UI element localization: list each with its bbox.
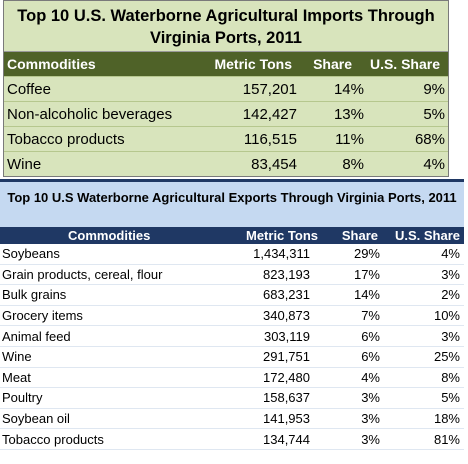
- exports-cell-share: 6%: [361, 349, 380, 365]
- imports-cell-share: 8%: [342, 155, 364, 173]
- exports-row: Soybeans 1,434,311 29% 4%: [0, 244, 464, 265]
- exports-cell-metric-tons: 291,751: [263, 349, 310, 365]
- exports-cell-commodity: Tobacco products: [2, 431, 104, 447]
- exports-cell-commodity: Grocery items: [2, 308, 83, 324]
- imports-row: Coffee 157,201 14% 9%: [4, 76, 448, 101]
- exports-header-commodities: Commodities: [68, 228, 151, 243]
- imports-cell-metric-tons: 116,515: [243, 130, 297, 148]
- exports-body: Soybeans 1,434,311 29% 4% Grain products, ce…: [0, 244, 464, 450]
- exports-cell-us-share: 18%: [433, 411, 460, 427]
- exports-row: Grocery items 340,873 7% 10%: [0, 306, 464, 327]
- imports-header-commodities: Commodities: [7, 56, 96, 72]
- exports-cell-share: 17%: [353, 266, 380, 282]
- exports-cell-us-share: 8%: [441, 369, 460, 385]
- imports-cell-commodity: Non-alcoholic beverages: [7, 105, 173, 123]
- exports-cell-metric-tons: 303,119: [263, 328, 310, 344]
- exports-header-row: Commodities Metric Tons Share U.S. Share: [0, 227, 464, 244]
- exports-cell-metric-tons: 823,193: [263, 266, 310, 282]
- imports-cell-commodity: Tobacco products: [7, 130, 125, 148]
- imports-table: Top 10 U.S. Waterborne Agricultural Impo…: [3, 0, 449, 177]
- exports-header-share: Share: [341, 228, 378, 243]
- exports-row: Grain products, cereal, flour 823,193 17% 3…: [0, 265, 464, 286]
- imports-row: Wine 83,454 8% 4%: [4, 151, 448, 176]
- imports-header-us-share: U.S. Share: [369, 56, 440, 72]
- exports-cell-metric-tons: 134,744: [263, 431, 310, 447]
- exports-cell-share: 7%: [361, 308, 380, 324]
- imports-cell-us-share: 5%: [423, 105, 445, 123]
- exports-cell-us-share: 5%: [441, 390, 460, 406]
- exports-cell-share: 3%: [361, 431, 380, 447]
- imports-row: Tobacco products 116,515 11% 68%: [4, 126, 448, 151]
- exports-row: Meat 172,480 4% 8%: [0, 368, 464, 389]
- exports-title: Top 10 U.S Waterborne Agricultural Expor…: [0, 179, 464, 227]
- imports-row: Non-alcoholic beverages 142,427 13% 5%: [4, 101, 448, 126]
- imports-header-metric-tons: Metric Tons: [214, 56, 292, 72]
- exports-cell-commodity: Soybeans: [2, 246, 60, 262]
- imports-cell-commodity: Coffee: [7, 80, 51, 98]
- exports-cell-commodity: Grain products, cereal, flour: [2, 266, 163, 282]
- exports-cell-metric-tons: 141,953: [263, 411, 310, 427]
- exports-cell-share: 4%: [361, 369, 380, 385]
- exports-cell-commodity: Wine: [2, 349, 32, 365]
- imports-cell-commodity: Wine: [7, 155, 42, 173]
- imports-cell-share: 11%: [335, 130, 364, 148]
- imports-cell-us-share: 9%: [423, 80, 445, 98]
- exports-row: Wine 291,751 6% 25%: [0, 347, 464, 368]
- exports-cell-commodity: Poultry: [2, 390, 43, 406]
- exports-cell-us-share: 4%: [441, 246, 460, 262]
- exports-row: Poultry 158,637 3% 5%: [0, 388, 464, 409]
- exports-cell-share: 29%: [353, 246, 380, 262]
- exports-cell-metric-tons: 158,637: [263, 390, 310, 406]
- imports-body: Coffee 157,201 14% 9% Non-alcoholic beverage…: [4, 76, 448, 176]
- exports-cell-us-share: 10%: [433, 308, 460, 324]
- imports-cell-us-share: 68%: [414, 130, 445, 148]
- exports-table: Top 10 U.S Waterborne Agricultural Expor…: [0, 179, 464, 461]
- exports-row: Soybean oil 141,953 3% 18%: [0, 409, 464, 430]
- exports-cell-metric-tons: 172,480: [263, 369, 310, 385]
- exports-header-metric-tons: Metric Tons: [246, 228, 318, 243]
- imports-cell-us-share: 4%: [423, 155, 445, 173]
- exports-cell-us-share: 2%: [441, 287, 460, 303]
- exports-cell-commodity: Bulk grains: [2, 287, 67, 303]
- exports-cell-us-share: 3%: [441, 266, 460, 282]
- exports-header-us-share: U.S. Share: [394, 228, 460, 243]
- imports-title: Top 10 U.S. Waterborne Agricultural Impo…: [4, 1, 448, 52]
- exports-cell-commodity: Animal feed: [2, 328, 71, 344]
- exports-cell-us-share: 25%: [433, 349, 460, 365]
- exports-cell-metric-tons: 340,873: [263, 308, 310, 324]
- exports-row: Animal feed 303,119 6% 3%: [0, 326, 464, 347]
- imports-cell-share: 14%: [333, 80, 364, 98]
- exports-cell-commodity: Meat: [2, 369, 31, 385]
- imports-cell-share: 13%: [333, 105, 364, 123]
- imports-header-row: Commodities Metric Tons Share U.S. Share: [4, 52, 448, 76]
- exports-cell-share: 6%: [361, 328, 380, 344]
- exports-cell-us-share: 81%: [433, 431, 460, 447]
- imports-cell-metric-tons: 83,454: [251, 155, 297, 173]
- exports-cell-metric-tons: 683,231: [263, 287, 310, 303]
- exports-row: Tobacco products 134,744 3% 81%: [0, 429, 464, 450]
- exports-row: Bulk grains 683,231 14% 2%: [0, 285, 464, 306]
- imports-cell-metric-tons: 142,427: [242, 105, 297, 123]
- exports-cell-share: 14%: [353, 287, 380, 303]
- exports-cell-us-share: 3%: [441, 328, 460, 344]
- exports-cell-commodity: Soybean oil: [2, 411, 70, 427]
- exports-cell-metric-tons: 1,434,311: [253, 246, 310, 262]
- exports-cell-share: 3%: [361, 390, 380, 406]
- imports-cell-metric-tons: 157,201: [242, 80, 297, 98]
- imports-header-share: Share: [313, 56, 352, 72]
- exports-cell-share: 3%: [361, 411, 380, 427]
